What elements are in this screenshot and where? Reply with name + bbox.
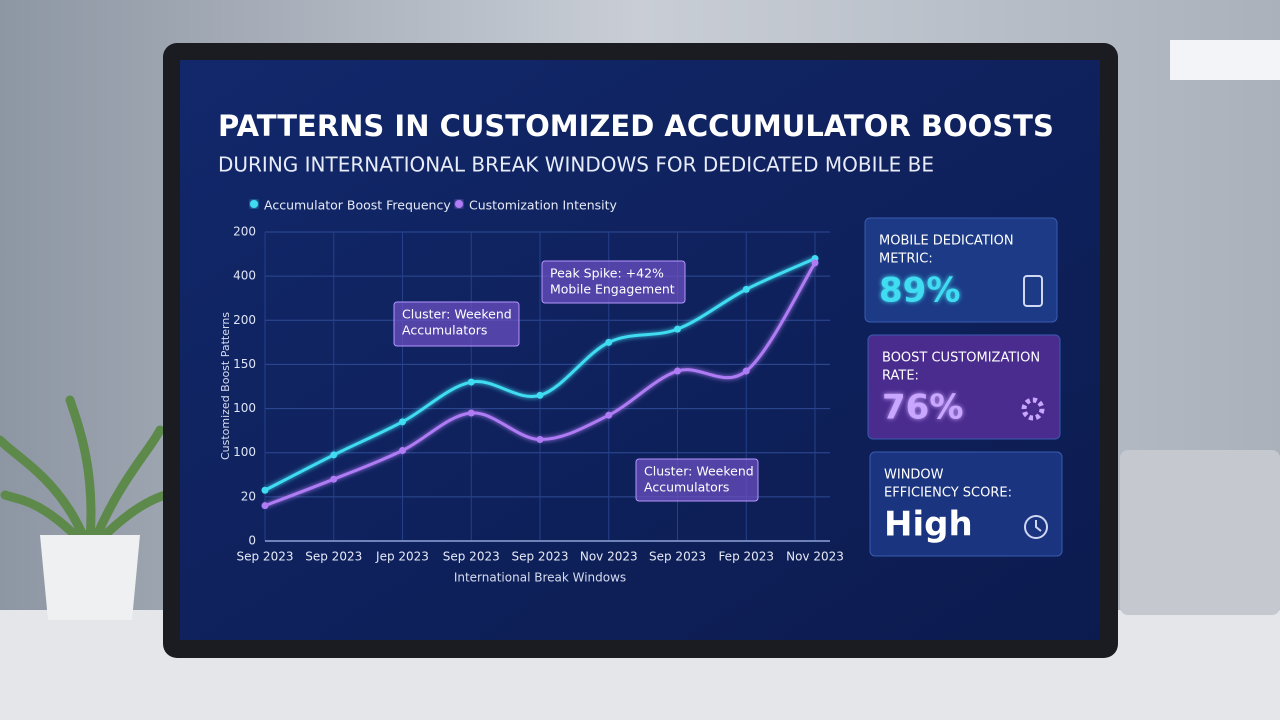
kpi-label: METRIC: (879, 252, 933, 267)
kpi-label: RATE: (882, 369, 919, 384)
chart-title: PATTERNS IN CUSTOMIZED ACCUMULATOR BOOST… (218, 109, 1054, 143)
y-tick-label: 20 (241, 489, 256, 503)
kpi-label: BOOST CUSTOMIZATION (882, 351, 1040, 366)
annotation-text: Accumulators (644, 480, 729, 495)
data-point (811, 259, 819, 267)
y-tick-label: 400 (233, 269, 256, 283)
legend-marker (455, 200, 463, 208)
annotation-text: Peak Spike: +42% (550, 266, 664, 281)
phone-icon (1023, 275, 1043, 307)
data-point (261, 486, 269, 494)
y-tick-label: 200 (233, 313, 256, 327)
data-point (399, 447, 406, 455)
series-line (264, 262, 817, 508)
y-axis-label: Customized Boost Patterns (219, 312, 232, 460)
annotation-box (635, 458, 759, 502)
annotation-text: Cluster: Weekend (644, 464, 754, 479)
kpi-label: MOBILE DEDICATION (879, 234, 1014, 249)
pot (40, 535, 140, 620)
annotation-text: Accumulators (402, 323, 487, 338)
data-point (674, 325, 681, 333)
kpi-card (864, 217, 1058, 323)
data-point (536, 435, 544, 443)
kpi-icons (1021, 275, 1048, 539)
x-tick-label: Fep 2023 (718, 550, 774, 564)
x-tick-label: Jep 2023 (375, 550, 429, 564)
kpi-value: High (884, 505, 973, 545)
y-tick-label: 100 (233, 401, 256, 415)
y-tick-label: 0 (248, 534, 256, 548)
data-point (330, 451, 338, 459)
data-point (536, 391, 544, 399)
x-axis-label: International Break Windows (454, 571, 626, 585)
kpi-value: 89% (879, 271, 960, 311)
y-tick-label: 150 (233, 357, 256, 371)
clock-icon (1024, 515, 1048, 539)
data-point (330, 475, 338, 483)
data-point (261, 502, 269, 510)
plant (0, 395, 170, 620)
x-tick-label: Sep 2023 (649, 550, 706, 564)
annotation-text: Cluster: Weekend (402, 307, 512, 322)
x-tick-label: Sep 2023 (512, 550, 569, 564)
data-point (674, 367, 681, 375)
data-point (742, 285, 750, 293)
legend-marker (250, 200, 258, 208)
kpi-card (867, 334, 1061, 440)
clock-hands (1035, 520, 1042, 532)
data-point (399, 418, 406, 426)
leaves (0, 395, 170, 545)
legend-label: Customization Intensity (469, 198, 618, 213)
legend-label: Accumulator Boost Frequency (264, 198, 451, 213)
data-point (467, 409, 475, 417)
kpi-card (869, 451, 1063, 557)
data-point (742, 367, 750, 375)
x-tick-label: Sep 2023 (443, 550, 500, 564)
laptop (1120, 450, 1280, 615)
annotation-text: Mobile Engagement (550, 282, 675, 297)
gear-icon (1021, 397, 1045, 421)
x-tick-label: Sep 2023 (305, 550, 362, 564)
kpi-label: WINDOW (884, 468, 944, 483)
y-tick-label: 200 (233, 225, 256, 239)
x-tick-label: Nov 2023 (580, 550, 638, 564)
lamp (1170, 40, 1280, 80)
data-point (605, 411, 613, 419)
y-tick-label: 100 (233, 445, 256, 459)
annotation-box (393, 301, 520, 347)
chart-subtitle: DURING INTERNATIONAL BREAK WINDOWS FOR D… (218, 153, 934, 177)
x-tick-label: Sep 2023 (237, 550, 294, 564)
kpi-label: EFFICIENCY SCORE: (884, 486, 1012, 501)
data-point (467, 378, 475, 386)
annotation-box (541, 260, 686, 304)
x-tick-label: Nov 2023 (786, 550, 844, 564)
data-point (605, 338, 613, 346)
kpi-value: 76% (882, 388, 963, 428)
